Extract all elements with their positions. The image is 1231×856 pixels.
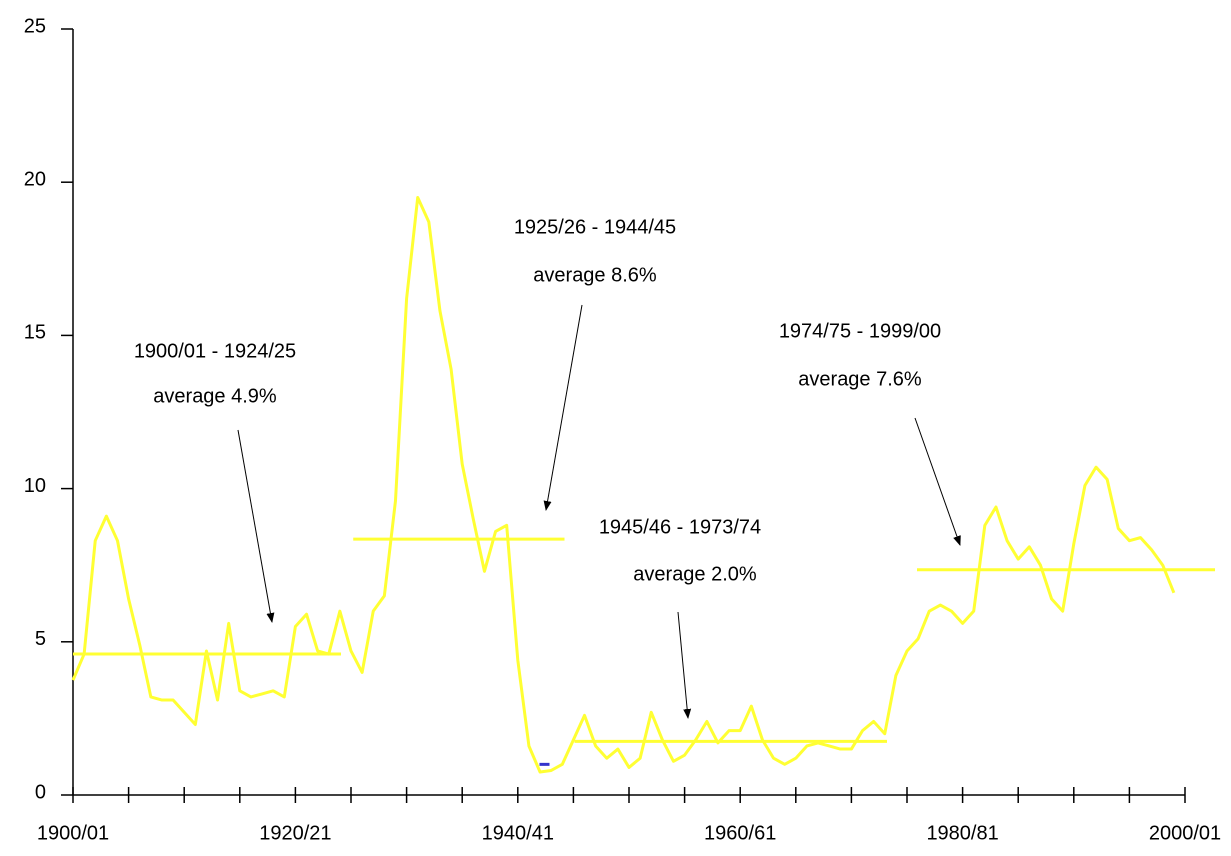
data-line (71, 196, 1176, 774)
annotation: 1925/26 - 1944/45 (514, 216, 676, 238)
x-tick-label: 2000/01 (1149, 822, 1221, 844)
y-tick-label: 25 (24, 15, 46, 37)
x-tick-label: 1920/21 (259, 822, 331, 844)
annotation-arrow (677, 611, 692, 719)
annotation: average 4.9% (153, 385, 277, 407)
annotation: 1974/75 - 1999/00 (779, 320, 941, 342)
annotation: 1900/01 - 1924/25 (134, 340, 296, 362)
y-tick-label: 20 (24, 168, 46, 190)
x-tick-label: 1980/81 (926, 822, 998, 844)
y-tick-label: 0 (35, 781, 46, 803)
annotation: average 7.6% (798, 368, 922, 390)
annotation: average 8.6% (533, 264, 657, 286)
annotation-arrow (914, 417, 961, 546)
y-tick-label: 10 (24, 475, 46, 497)
y-tick-label: 5 (35, 628, 46, 650)
annotation: 1945/46 - 1973/74 (599, 516, 761, 538)
y-tick-label: 15 (24, 322, 46, 344)
annotation-arrow (237, 429, 275, 623)
x-tick-label: 1900/01 (37, 822, 109, 844)
x-tick-label: 1960/61 (704, 822, 776, 844)
annotation-arrow (543, 304, 583, 511)
annotation: average 2.0% (633, 563, 757, 585)
x-tick-label: 1940/41 (482, 822, 554, 844)
